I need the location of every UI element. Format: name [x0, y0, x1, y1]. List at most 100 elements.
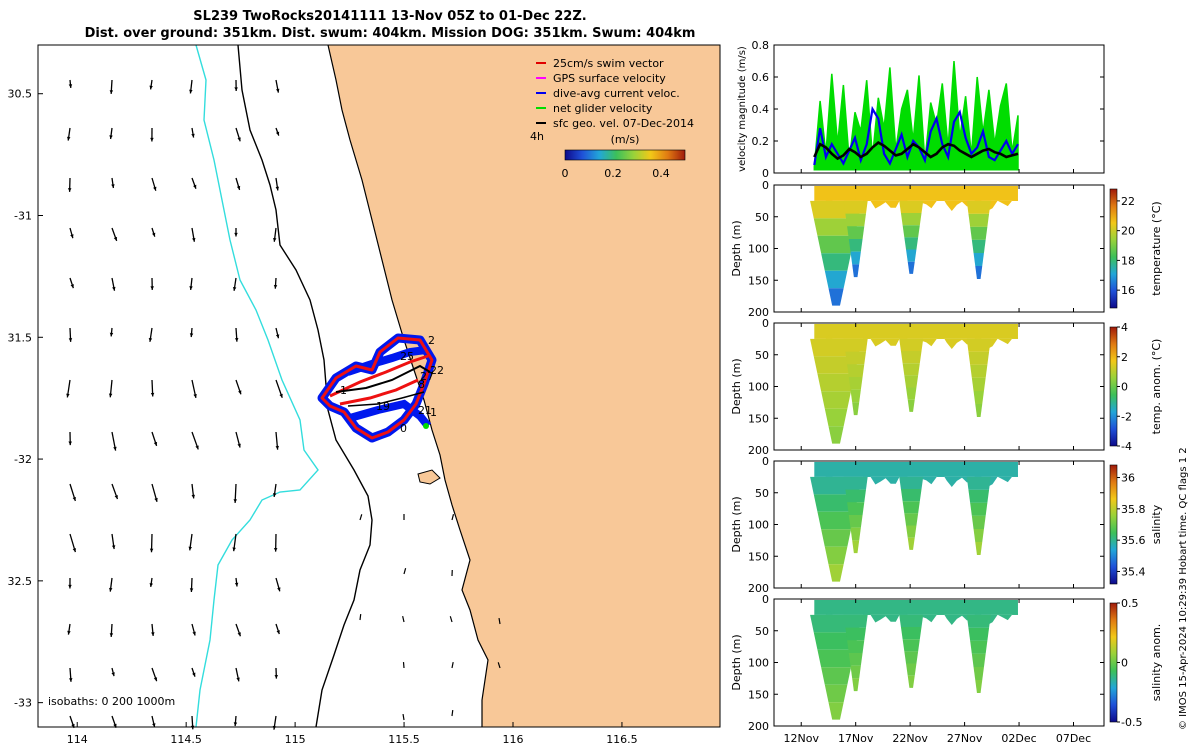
section-colorbar-tick-label: -4 [1121, 440, 1132, 453]
section-panel-3: 0 50 100 150 200 Depth (m) 36 35.8 35.6 35.4 salin… [730, 455, 1163, 595]
velocity-y-tick-label: 0.8 [752, 39, 770, 52]
velocity-arrowhead [153, 677, 158, 682]
section-dive [973, 390, 984, 404]
section-dive [975, 541, 983, 555]
figure-title: SL239 TwoRocks20141111 13-Nov 05Z to 01-… [193, 9, 587, 24]
section-dive [899, 338, 924, 352]
section-surface-band [814, 324, 1018, 339]
velocity-arrowhead [149, 85, 153, 90]
track-day-label: 22 [430, 364, 444, 377]
velocity-arrowhead [236, 185, 241, 190]
velocity-arrowhead [233, 499, 238, 503]
section-dive [902, 639, 920, 652]
velocity-arrowhead [273, 548, 278, 552]
velocity-arrowhead [238, 390, 242, 395]
section-colorbar-tick-label: 0 [1121, 381, 1128, 394]
section-dive [852, 678, 860, 692]
section-dive [902, 501, 920, 514]
section-colorbar-tick-label: 18 [1121, 254, 1135, 267]
section-dive [900, 627, 922, 640]
section-colorbar-tick-label: 35.6 [1121, 534, 1146, 547]
section-y-tick-label: 150 [748, 274, 769, 287]
section-y-tick-label: 50 [755, 487, 769, 500]
credit-text: © IMOS 15-Apr-2024 10:29:39 Hobart time.… [1178, 447, 1189, 730]
velocity-arrowhead [274, 674, 279, 679]
section-dive [973, 666, 984, 680]
track-day-label: 19 [376, 400, 390, 413]
section-dive [971, 377, 986, 391]
section-y-tick-label: 200 [748, 306, 769, 319]
swim-vector-track [339, 378, 419, 406]
section-y-tick-label: 0 [762, 179, 769, 192]
velocity-arrowhead [72, 548, 77, 553]
velocity-arrowhead [68, 338, 73, 342]
section-dive [843, 476, 868, 490]
velocity-y-tick-label: 0.4 [752, 103, 770, 116]
velocity-arrowhead [237, 137, 241, 142]
section-y-label: Depth (m) [730, 358, 743, 414]
section-colorbar-tick-label: 16 [1121, 284, 1135, 297]
colorbar-title: (m/s) [611, 133, 640, 146]
velocity-arrowhead [69, 678, 73, 682]
section-dive [973, 252, 984, 266]
section-dive [900, 213, 922, 226]
section-dive [902, 363, 920, 376]
velocity-arrow [451, 514, 455, 521]
section-dive [845, 213, 866, 227]
velocity-arrowhead [234, 87, 238, 91]
section-surface-band [814, 600, 1018, 615]
velocity-arrowhead [234, 337, 239, 342]
section-dive [847, 226, 865, 239]
section-y-tick-label: 150 [748, 412, 769, 425]
figure-subtitle: Dist. over ground: 351km. Dist. swum: 40… [84, 26, 696, 41]
section-dive [975, 265, 983, 279]
section-dive [845, 627, 866, 641]
colorbar-bar [564, 149, 686, 161]
velocity-arrowhead [109, 332, 114, 337]
section-colorbar-tick-label: 4 [1121, 321, 1128, 334]
map-y-tick-label: -31 [14, 210, 32, 223]
velocity-panel: 0 0.2 0.4 0.6 0.8 velocity magnitude (m/s) [737, 39, 1105, 180]
section-dive [847, 364, 865, 377]
velocity-arrowhead [68, 441, 72, 446]
velocity-arrowhead [275, 445, 280, 450]
velocity-arrowhead [234, 232, 238, 237]
section-dive [971, 239, 986, 253]
velocity-arrowhead [236, 677, 240, 682]
velocity-arrowhead [112, 286, 116, 291]
velocity-arrowhead [193, 393, 197, 398]
velocity-arrowhead [149, 548, 154, 553]
colorbar-tick-label: 0.4 [652, 167, 670, 180]
section-dive [845, 351, 866, 365]
section-y-tick-label: 0 [762, 593, 769, 606]
map-x-tick-label: 116.5 [606, 733, 638, 746]
velocity-arrowhead [275, 186, 280, 191]
track-day-label: 1 [340, 384, 347, 397]
velocity-arrowhead [150, 286, 154, 290]
velocity-arrowhead [188, 546, 192, 551]
section-colorbar [1109, 602, 1118, 723]
section-dive [899, 200, 924, 214]
velocity-arrowhead [150, 392, 155, 397]
section-colorbar-tick-label: 35.4 [1121, 565, 1146, 578]
section-dive [821, 667, 852, 685]
velocity-arrowhead [68, 584, 72, 589]
velocity-arrow [359, 613, 362, 621]
section-dive [975, 679, 983, 693]
section-dive [817, 649, 855, 668]
section-colorbar-tick-label: 0.5 [1121, 597, 1139, 610]
velocity-arrowhead [109, 633, 114, 637]
velocity-arrowhead [70, 284, 74, 289]
section-colorbar-label: temp. anom. (°C) [1150, 339, 1163, 435]
section-dive [847, 640, 865, 653]
section-dive [907, 261, 915, 274]
map-legend: 25cm/s swim vector GPS surface velocity di… [536, 57, 694, 130]
section-dive [848, 514, 863, 528]
track-day-label: 27 [420, 370, 434, 383]
section-colorbar-label: salinity anom. [1150, 624, 1163, 702]
section-colorbar-tick-label: 35.8 [1121, 503, 1146, 516]
section-panel-4: 0 50 100 150 200 Depth (m) 0.5 0 -0.5 salinity an… [730, 593, 1163, 733]
velocity-y-tick-label: 0.6 [752, 71, 770, 84]
velocity-plot-area [813, 60, 1019, 171]
